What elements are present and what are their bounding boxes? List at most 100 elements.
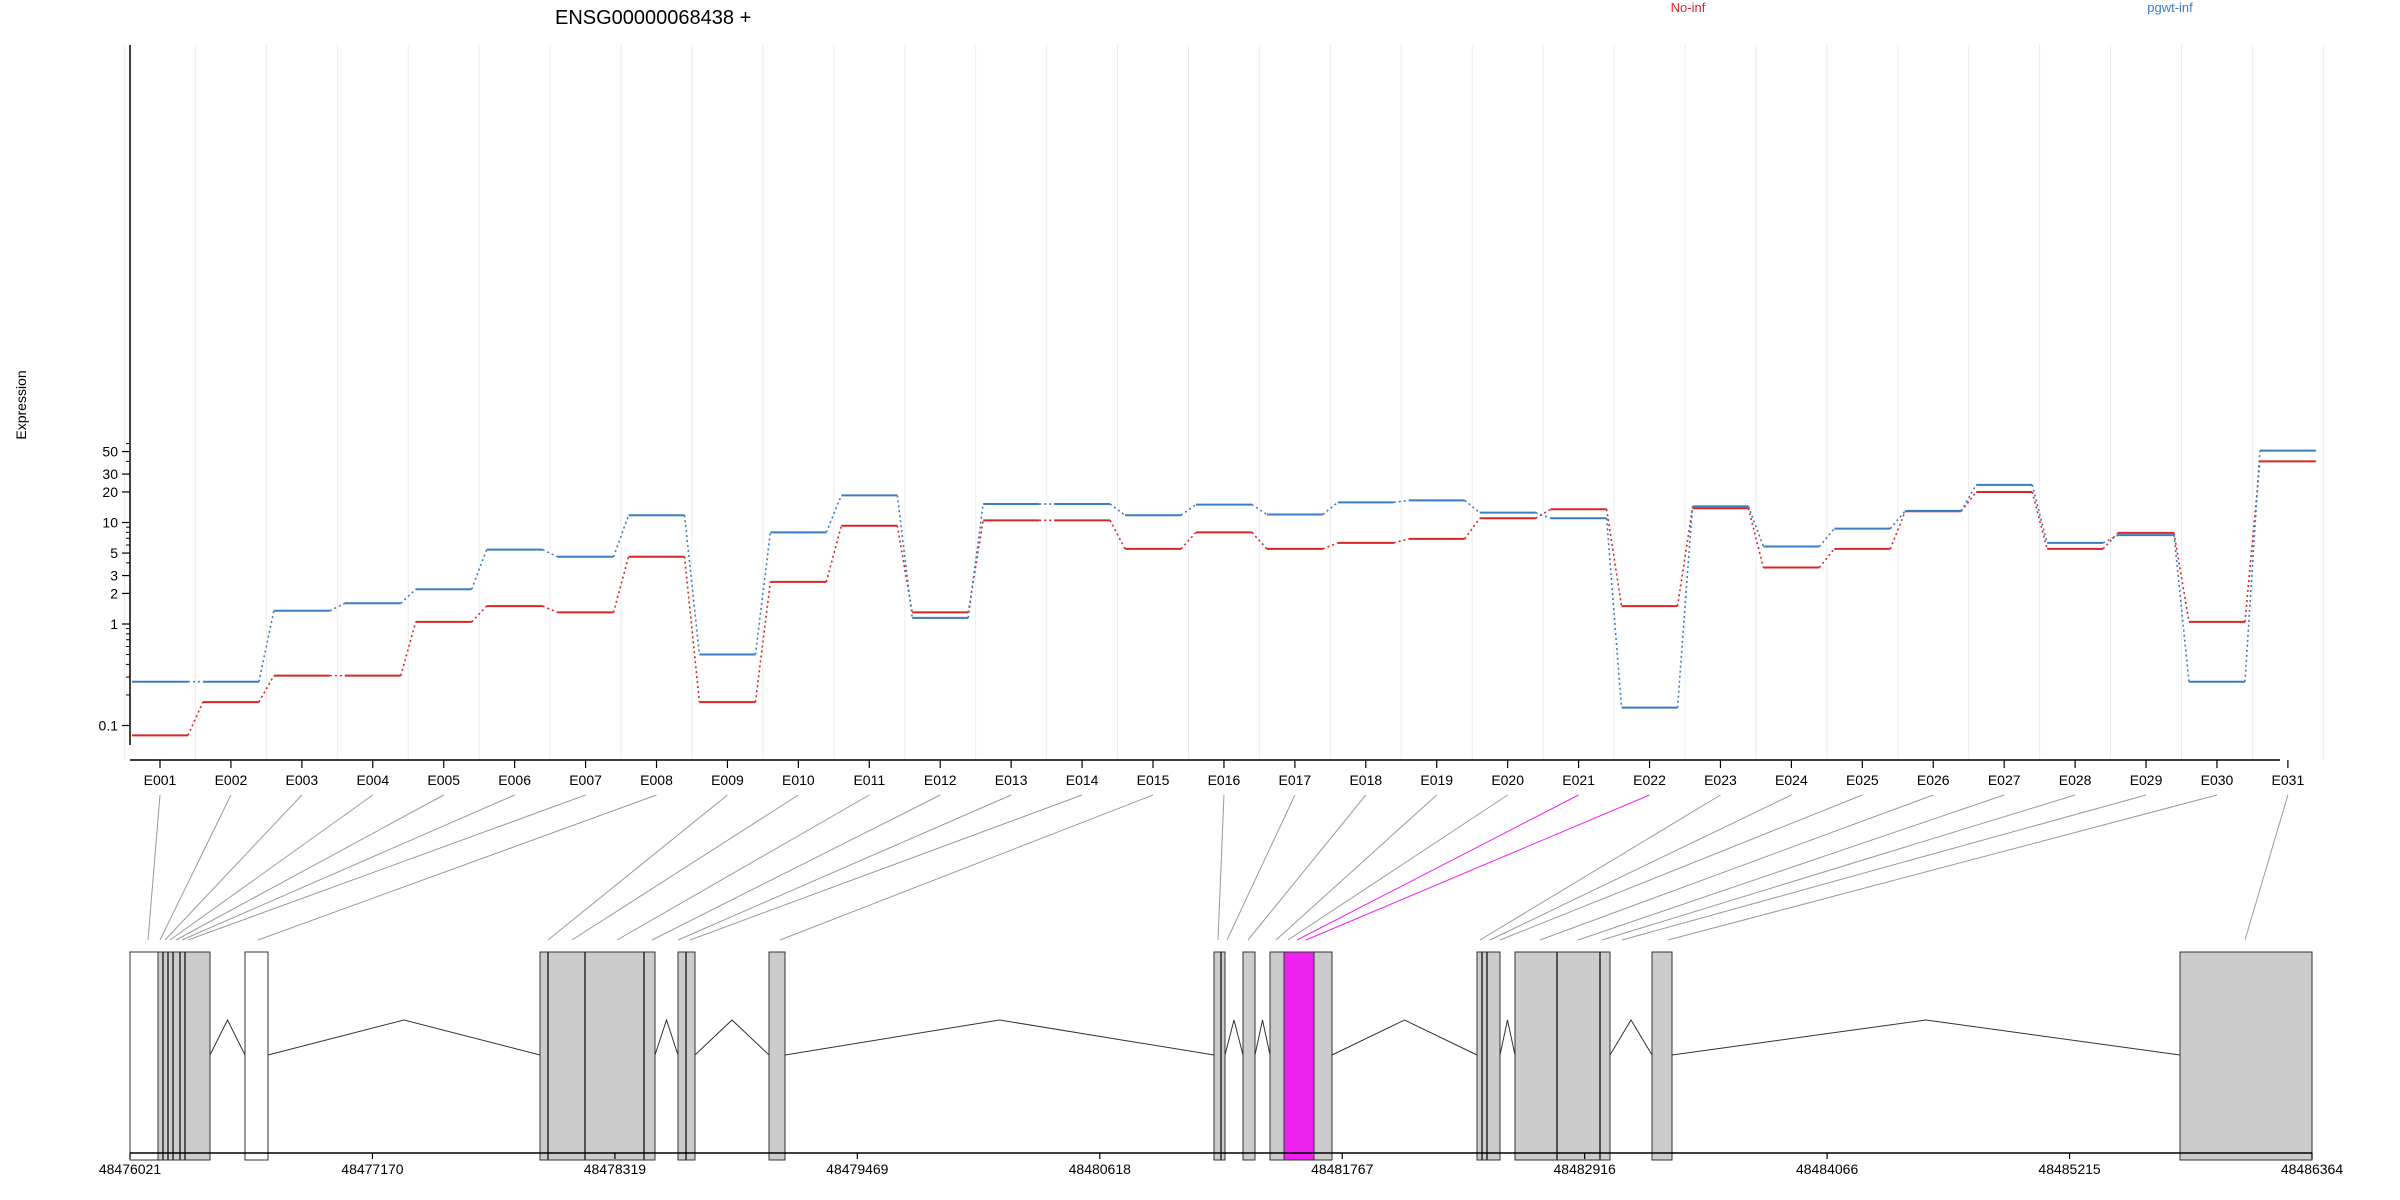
connector-e004 <box>169 794 374 941</box>
y-tick-label-0-1: 0.1 <box>99 718 119 734</box>
data-connector-no-inf <box>1251 531 1268 550</box>
x-tick-label-e021: E021 <box>1562 772 1595 788</box>
x-tick-label-e024: E024 <box>1775 772 1808 788</box>
data-connector-pgwt-inf <box>967 503 984 618</box>
exon-connector-lines <box>147 794 2289 941</box>
exon-block <box>244 951 269 1161</box>
genome-label-48479469: 48479469 <box>826 1161 889 1177</box>
x-tick-label-e002: E002 <box>215 772 248 788</box>
connector-e021 <box>1296 794 1579 941</box>
exon-block <box>2179 951 2313 1161</box>
data-connector-no-inf <box>1747 508 1765 568</box>
x-tick-label-e008: E008 <box>640 772 673 788</box>
exon-block <box>768 951 786 1161</box>
x-tick-label-e016: E016 <box>1208 772 1241 788</box>
data-connector-no-inf <box>471 605 488 623</box>
data-connector-no-inf <box>258 675 275 703</box>
x-tick-label-e019: E019 <box>1420 772 1453 788</box>
data-connector-pgwt-inf <box>1818 528 1835 548</box>
connector-e013 <box>677 794 1012 941</box>
data-connector-pgwt-inf <box>1605 518 1623 708</box>
grid-lines <box>124 45 2324 760</box>
x-tick-label-e025: E025 <box>1846 772 1879 788</box>
x-tick-label-e031: E031 <box>2272 772 2305 788</box>
y-tick-label-10: 10 <box>102 515 118 531</box>
series-pgwt-inf <box>132 449 2316 709</box>
data-connector-pgwt-inf <box>612 514 630 558</box>
x-tick-label-e029: E029 <box>2130 772 2163 788</box>
genome-label-48477170: 48477170 <box>341 1161 404 1177</box>
data-connector-pgwt-inf <box>896 495 914 618</box>
connector-e003 <box>164 794 303 941</box>
genome-label-48485215: 48485215 <box>2038 1161 2101 1177</box>
connector-e027 <box>1577 794 2005 941</box>
intron-connector <box>1224 1019 1244 1056</box>
x-tick-label-e005: E005 <box>427 772 460 788</box>
data-connector-pgwt-inf <box>1960 484 1977 512</box>
data-connector-no-inf <box>1889 510 1906 550</box>
exon-block <box>539 951 656 1161</box>
gene-model <box>129 951 2313 1161</box>
data-connector-pgwt-inf <box>470 549 488 590</box>
data-connector-no-inf <box>754 581 772 703</box>
x-axis: E001 E002 E003 E004 E005 E006 E007 E008 E009 E010… <box>130 759 2305 788</box>
intron-connector <box>1609 1019 1653 1056</box>
data-connector-no-inf <box>1676 508 1694 607</box>
exon-block <box>1242 951 1256 1161</box>
x-tick-label-e013: E013 <box>995 772 1028 788</box>
intron-connector <box>209 1018 246 1056</box>
intron-connector <box>654 1018 679 1056</box>
connector-e029 <box>1621 794 2147 941</box>
data-connector-pgwt-inf <box>2244 450 2261 682</box>
y-axis: 0.1 1 23 5 10 20 30 50 <box>99 45 131 745</box>
x-tick-label-e026: E026 <box>1917 772 1950 788</box>
genome-label-48482916: 48482916 <box>1554 1161 1617 1177</box>
data-connector-no-inf <box>1818 548 1835 569</box>
data-connector-no-inf <box>1464 517 1481 540</box>
data-connector-pgwt-inf <box>754 532 772 655</box>
x-tick-label-e014: E014 <box>1066 772 1099 788</box>
data-connector-no-inf <box>187 701 204 736</box>
x-tick-label-e018: E018 <box>1349 772 1382 788</box>
connector-e014 <box>689 794 1083 941</box>
connector-e019 <box>1275 794 1438 941</box>
exon-block <box>157 951 211 1161</box>
data-connector-pgwt-inf <box>1322 501 1339 516</box>
y-tick-label-2: 2 <box>110 585 118 601</box>
data-connector-no-inf <box>1180 531 1197 550</box>
y-axis-label: Expression <box>13 370 29 439</box>
data-connector-pgwt-inf <box>1180 503 1197 516</box>
series-layer <box>132 449 2316 737</box>
exon-block <box>1269 951 1285 1161</box>
x-tick-label-e015: E015 <box>1137 772 1170 788</box>
connector-e012 <box>651 794 941 941</box>
intron-connector <box>1499 1019 1516 1056</box>
genome-label-48478319: 48478319 <box>584 1161 647 1177</box>
intron-connector <box>784 1019 1215 1056</box>
connector-e011 <box>616 794 870 941</box>
data-connector-no-inf <box>400 621 417 676</box>
data-connector-pgwt-inf <box>400 588 417 604</box>
y-tick-label-5: 5 <box>110 545 118 561</box>
intron-connector <box>694 1019 770 1056</box>
exon-block <box>1514 951 1611 1161</box>
x-tick-label-e007: E007 <box>569 772 602 788</box>
data-connector-pgwt-inf <box>683 515 701 655</box>
x-tick-label-e030: E030 <box>2201 772 2234 788</box>
chart-title: ENSG00000068438 + <box>555 7 751 29</box>
y-tick-label-20: 20 <box>102 484 118 500</box>
connector-e010 <box>571 794 799 941</box>
data-connector-pgwt-inf <box>1747 506 1765 547</box>
x-tick-label-e022: E022 <box>1633 772 1666 788</box>
connector-e023 <box>1479 794 1721 941</box>
x-tick-label-e001: E001 <box>144 772 177 788</box>
x-tick-label-e006: E006 <box>498 772 531 788</box>
connector-e016 <box>1217 794 1225 941</box>
connector-e024 <box>1489 794 1792 941</box>
connector-e020 <box>1287 794 1508 941</box>
exon-block <box>1313 951 1333 1161</box>
connector-e028 <box>1601 794 2076 941</box>
connector-e001 <box>147 794 161 941</box>
exon-block <box>1476 951 1501 1161</box>
